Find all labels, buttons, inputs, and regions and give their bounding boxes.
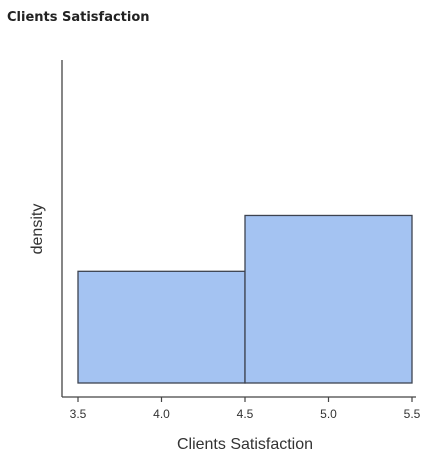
x-tick-label: 3.5	[70, 407, 87, 421]
panel-title: Clients Satisfaction	[7, 10, 150, 25]
x-ticks-layer: 3.5 4.0 4.5 5.0 5.5	[70, 397, 421, 421]
x-tick-label: 4.5	[237, 407, 254, 421]
bars-layer	[77, 214, 413, 384]
histogram-bar-1	[77, 270, 246, 384]
x-tick-label: 4.0	[153, 407, 170, 421]
y-axis-label: density	[29, 204, 46, 255]
x-axis-label: Clients Satisfaction	[177, 436, 313, 453]
histogram-bar-2	[244, 214, 413, 384]
x-tick-label: 5.0	[320, 407, 337, 421]
x-tick-label: 5.5	[404, 407, 421, 421]
